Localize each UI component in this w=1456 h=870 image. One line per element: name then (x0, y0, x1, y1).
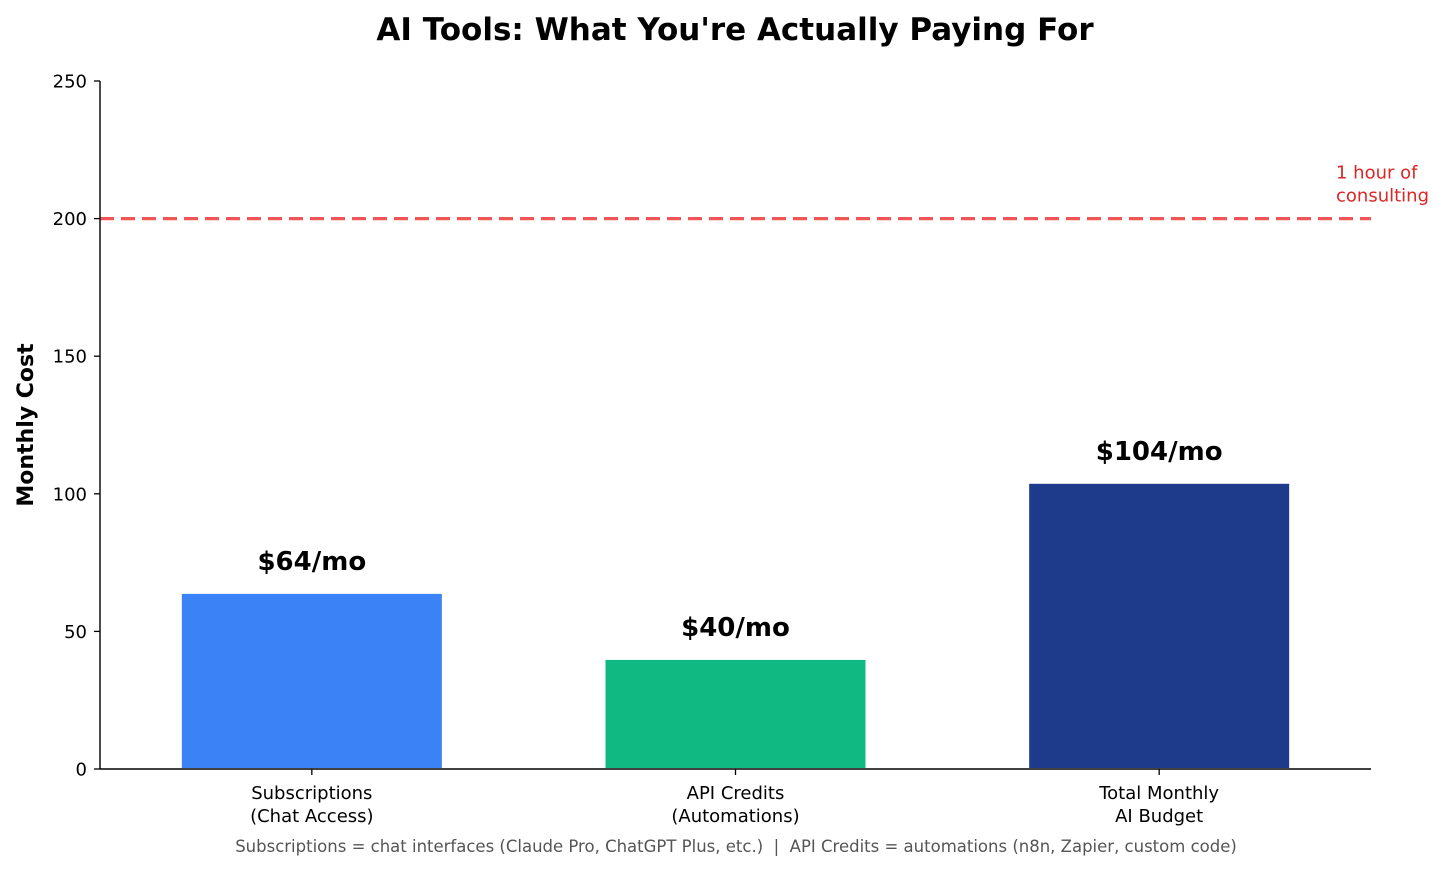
bars-group (179, 481, 1292, 771)
y-tick-label: 0 (76, 760, 87, 781)
bar-2 (1027, 481, 1292, 770)
y-tick-label: 250 (53, 72, 87, 93)
x-tick-label: Total Monthly (1098, 783, 1219, 804)
bar-0 (179, 591, 444, 771)
y-tick-label: 100 (53, 484, 87, 505)
bar-1 (603, 657, 868, 770)
bar-value-label: $40/mo (681, 613, 790, 643)
y-axis-label: Monthly Cost (14, 343, 39, 507)
bar-value-label: $104/mo (1096, 437, 1223, 467)
x-tick-label: API Credits (687, 783, 785, 804)
value-labels-group: $64/mo $40/mo $104/mo (257, 437, 1222, 643)
bar-value-label: $64/mo (257, 547, 366, 577)
chart-title: AI Tools: What You're Actually Paying Fo… (376, 12, 1094, 48)
reference-line-label: 1 hour of (1336, 163, 1418, 184)
y-tick-label: 150 (53, 347, 87, 368)
axes-group: Subscriptions(Chat Access) API Credits(Au… (53, 72, 1371, 827)
x-tick-label: (Automations) (671, 806, 799, 827)
y-tick-label: 200 (53, 209, 87, 230)
reference-line-label: consulting (1336, 186, 1429, 207)
x-tick-label: AI Budget (1115, 806, 1203, 827)
y-tick-label: 50 (64, 622, 87, 643)
x-tick-label: (Chat Access) (250, 806, 373, 827)
chart-caption: Subscriptions = chat interfaces (Claude … (235, 837, 1237, 856)
x-tick-label: Subscriptions (251, 783, 372, 804)
